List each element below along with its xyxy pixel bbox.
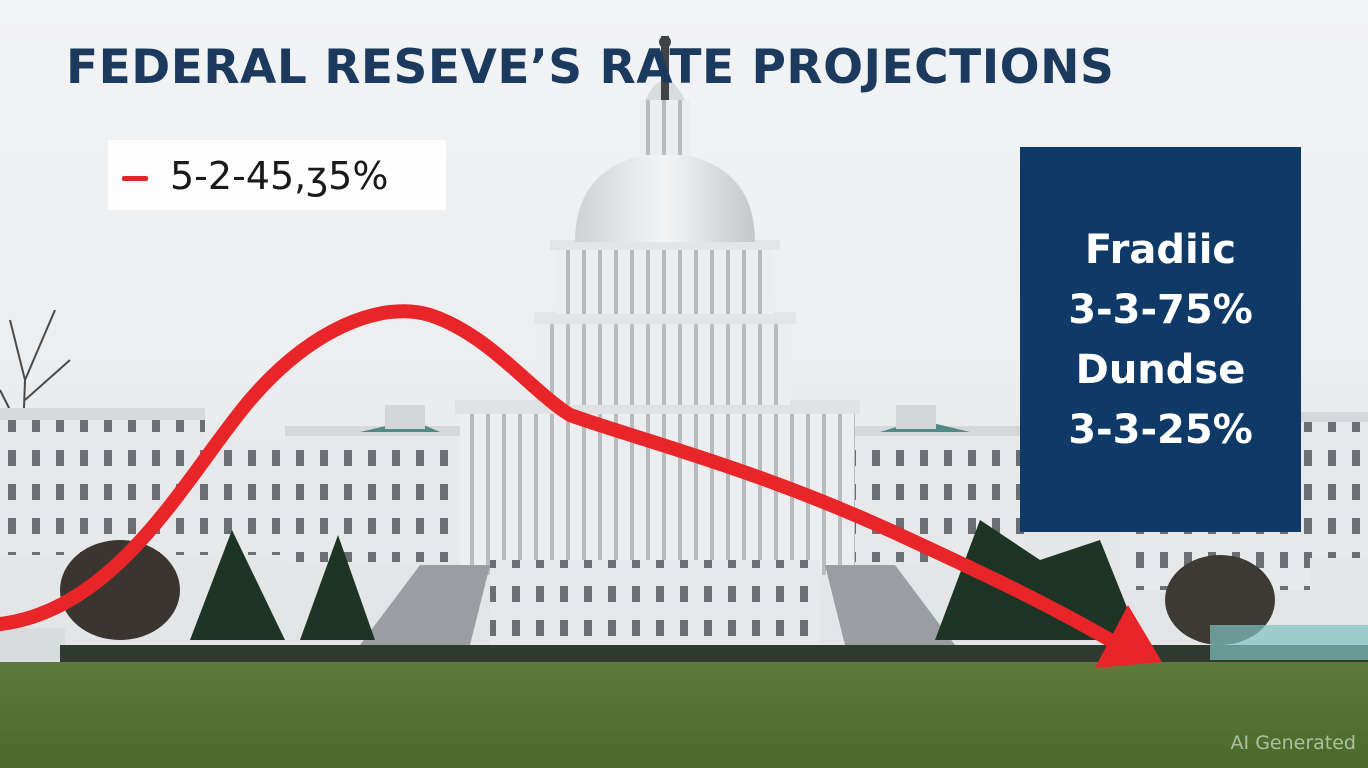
right-wing-building: [855, 405, 1368, 590]
arrow-head-icon: [1095, 605, 1162, 668]
lawn: [0, 662, 1368, 768]
fountain-fence: [1210, 625, 1368, 660]
legend: 5-2-45,ʒ5%: [108, 140, 446, 210]
panel-line-4: 3-3-25%: [1068, 406, 1253, 453]
bare-tree-left: [0, 309, 71, 521]
legend-label: 5-2-45,ʒ5%: [170, 154, 389, 198]
watermark: AI Generated: [1230, 732, 1356, 754]
rate-panel: Fradiic 3-3-75% Dundse 3-3-25%: [1020, 147, 1301, 532]
panel-line-3: Dundse: [1075, 346, 1246, 393]
legend-line-icon: [122, 176, 148, 181]
capitol-dome: [534, 36, 796, 405]
panel-line-2: 3-3-75%: [1068, 286, 1253, 333]
hedge-wall: [60, 645, 1368, 667]
trend-arrow: [0, 304, 1162, 668]
page-title: FEDERAL RESEVE’S RATE PROJECTIONS: [66, 40, 1115, 95]
trees: [60, 520, 1275, 645]
panel-line-1: Fradiic: [1084, 226, 1237, 273]
left-wing-building: [0, 405, 465, 562]
central-portico: [360, 400, 955, 645]
